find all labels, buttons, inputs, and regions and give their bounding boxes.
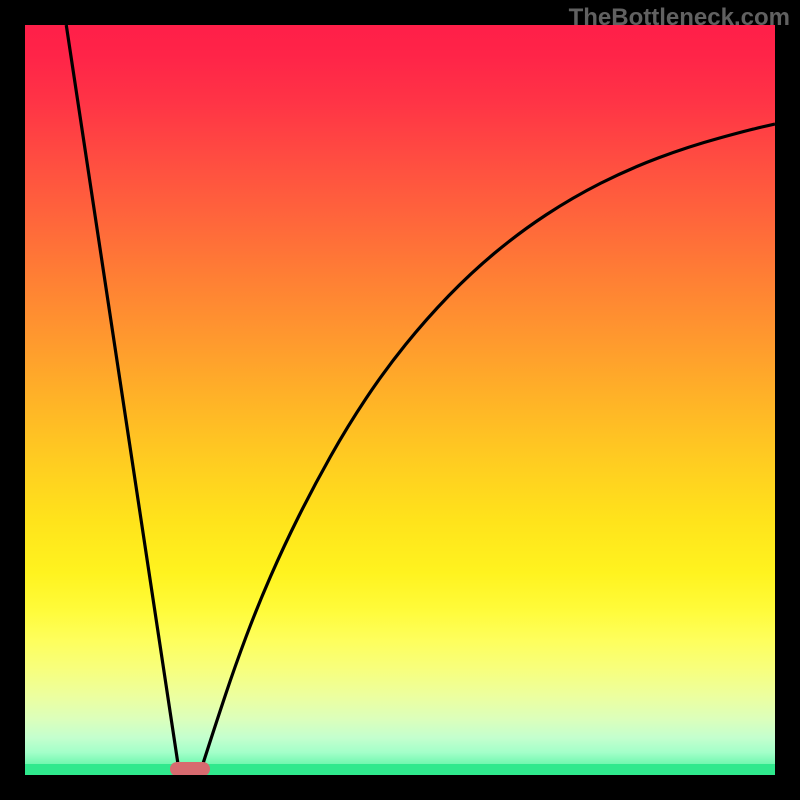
plot-area (25, 25, 775, 775)
attribution-text: TheBottleneck.com (569, 4, 790, 32)
vertex-marker (170, 762, 210, 775)
green-band (25, 764, 775, 775)
chart-container: TheBottleneck.com (0, 0, 800, 800)
heat-gradient (25, 25, 775, 775)
